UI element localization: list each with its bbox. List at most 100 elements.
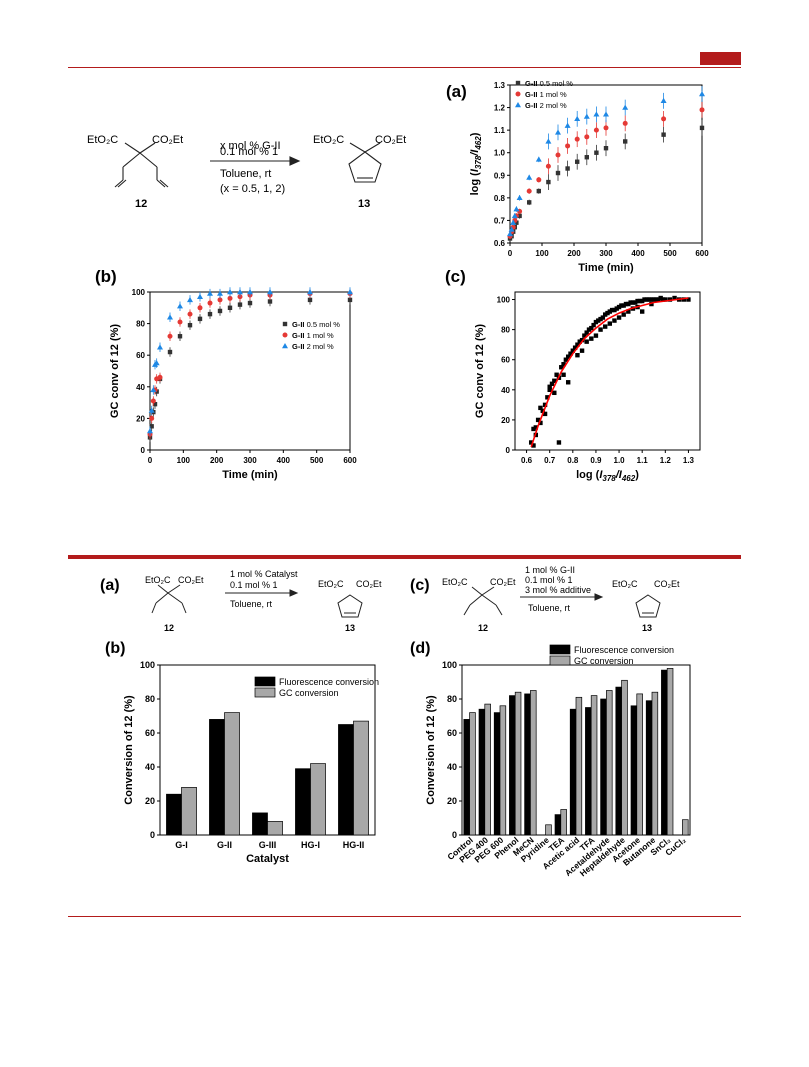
data-point bbox=[609, 307, 615, 313]
bar bbox=[310, 763, 326, 836]
data-point bbox=[547, 384, 552, 389]
x-tick-label: 400 bbox=[631, 249, 645, 258]
data-point bbox=[593, 111, 600, 117]
data-point bbox=[555, 170, 561, 176]
top-rule bbox=[68, 67, 741, 68]
data-point bbox=[614, 306, 619, 311]
chart-1b: 0 20 40 60 80 100 0 100 200 300 400 500 600 Time (min… bbox=[95, 267, 357, 481]
bar bbox=[645, 700, 653, 836]
data-point bbox=[177, 319, 183, 325]
data-point bbox=[535, 156, 542, 162]
data-point bbox=[227, 289, 233, 295]
data-point bbox=[598, 327, 603, 332]
data-point bbox=[621, 303, 626, 308]
scheme2a-label: (a) bbox=[100, 577, 120, 594]
data-point bbox=[661, 132, 666, 137]
bar bbox=[545, 824, 552, 836]
x-axis-label: Time (min) bbox=[222, 469, 278, 481]
bar bbox=[463, 719, 470, 836]
data-point bbox=[565, 354, 571, 359]
bar bbox=[209, 719, 225, 836]
scheme1-line-2: 0.1 mol % 1 bbox=[220, 146, 278, 158]
data-point bbox=[660, 97, 667, 103]
legend-swatch bbox=[549, 644, 571, 655]
y-axis-label: Conversion of 12 (%) bbox=[123, 695, 135, 805]
y-tick-label: 80 bbox=[447, 694, 457, 704]
data-point bbox=[603, 146, 609, 151]
category-label: G-I bbox=[175, 840, 188, 850]
bar bbox=[295, 768, 311, 836]
x-tick-label: 0.7 bbox=[544, 456, 556, 465]
bar bbox=[499, 705, 507, 836]
data-point bbox=[538, 420, 543, 426]
legend-label: G-II 2 mol % bbox=[292, 342, 334, 351]
x-tick-label: 500 bbox=[310, 456, 324, 465]
data-point bbox=[593, 333, 599, 338]
data-point bbox=[167, 314, 173, 320]
data-point bbox=[207, 290, 213, 296]
y-tick-label: 0.9 bbox=[494, 171, 506, 180]
legend-marker bbox=[515, 91, 521, 97]
data-point bbox=[623, 139, 628, 144]
data-point bbox=[633, 300, 638, 305]
x-tick-label: 1.2 bbox=[660, 456, 672, 465]
data-point bbox=[307, 297, 313, 303]
data-point bbox=[577, 339, 582, 344]
scheme1-sub-left: EtO₂C bbox=[87, 134, 118, 146]
data-point bbox=[563, 357, 569, 362]
data-point bbox=[533, 425, 539, 430]
data-point bbox=[197, 316, 203, 322]
data-point bbox=[612, 318, 617, 323]
data-point bbox=[152, 401, 158, 407]
panel-label: (c) bbox=[445, 267, 466, 286]
data-point bbox=[594, 150, 599, 155]
data-point bbox=[157, 344, 163, 350]
chart-1a: 0.6 0.7 0.8 0.9 1.0 1.1 1.2 1.3 0 100 200 300 400 500… bbox=[446, 79, 709, 274]
data-point bbox=[656, 297, 661, 302]
bar bbox=[606, 690, 613, 836]
data-point bbox=[555, 152, 561, 158]
legend-entry: GC conversion bbox=[549, 655, 634, 666]
data-point bbox=[575, 342, 580, 347]
scheme2a-line-2: 0.1 mol % 1 bbox=[230, 580, 278, 590]
y-tick-label: 1.3 bbox=[494, 81, 506, 90]
data-point bbox=[149, 415, 155, 421]
data-point bbox=[607, 309, 613, 314]
data-point bbox=[639, 309, 645, 314]
data-point bbox=[150, 386, 157, 393]
data-point bbox=[556, 440, 562, 445]
y-tick-label: 20 bbox=[136, 414, 145, 423]
data-point bbox=[589, 336, 594, 341]
legend-marker bbox=[282, 321, 288, 327]
data-point bbox=[542, 402, 548, 408]
bar bbox=[651, 691, 659, 836]
data-point bbox=[623, 301, 629, 307]
data-point bbox=[565, 380, 571, 385]
scheme2a-product-sub-right: CO₂Et bbox=[356, 579, 382, 589]
bar bbox=[267, 821, 283, 836]
data-point bbox=[555, 129, 561, 135]
data-point bbox=[667, 297, 673, 302]
bar bbox=[530, 690, 537, 836]
scheme2c-line-3: 3 mol % additive bbox=[525, 585, 591, 595]
chart-2b: 0 20 40 60 80 100 G-I G-II G-III HG-I HG-II Catalys… bbox=[105, 640, 379, 865]
scheme2a-sub-right: CO₂Et bbox=[178, 575, 204, 585]
legend-label: Fluorescence conversion bbox=[574, 645, 674, 655]
data-point bbox=[658, 295, 663, 301]
y-tick-label: 20 bbox=[447, 796, 457, 806]
data-point bbox=[247, 289, 253, 295]
legend-marker bbox=[515, 80, 521, 86]
scheme2c-label: (c) bbox=[410, 577, 430, 594]
x-axis-label: Time (min) bbox=[578, 262, 634, 274]
data-point bbox=[616, 315, 622, 320]
data-point bbox=[177, 303, 183, 309]
x-tick-label: 300 bbox=[243, 456, 257, 465]
data-point bbox=[584, 330, 589, 335]
legend-label: G-II 0.5 mol % bbox=[525, 79, 573, 88]
legend-entry: G-II 1 mol % bbox=[515, 90, 567, 99]
x-tick-label: 600 bbox=[695, 249, 709, 258]
y-tick-label: 0 bbox=[150, 830, 155, 840]
x-tick-label: 0.8 bbox=[567, 456, 579, 465]
data-point bbox=[661, 116, 667, 122]
data-point bbox=[511, 212, 518, 219]
